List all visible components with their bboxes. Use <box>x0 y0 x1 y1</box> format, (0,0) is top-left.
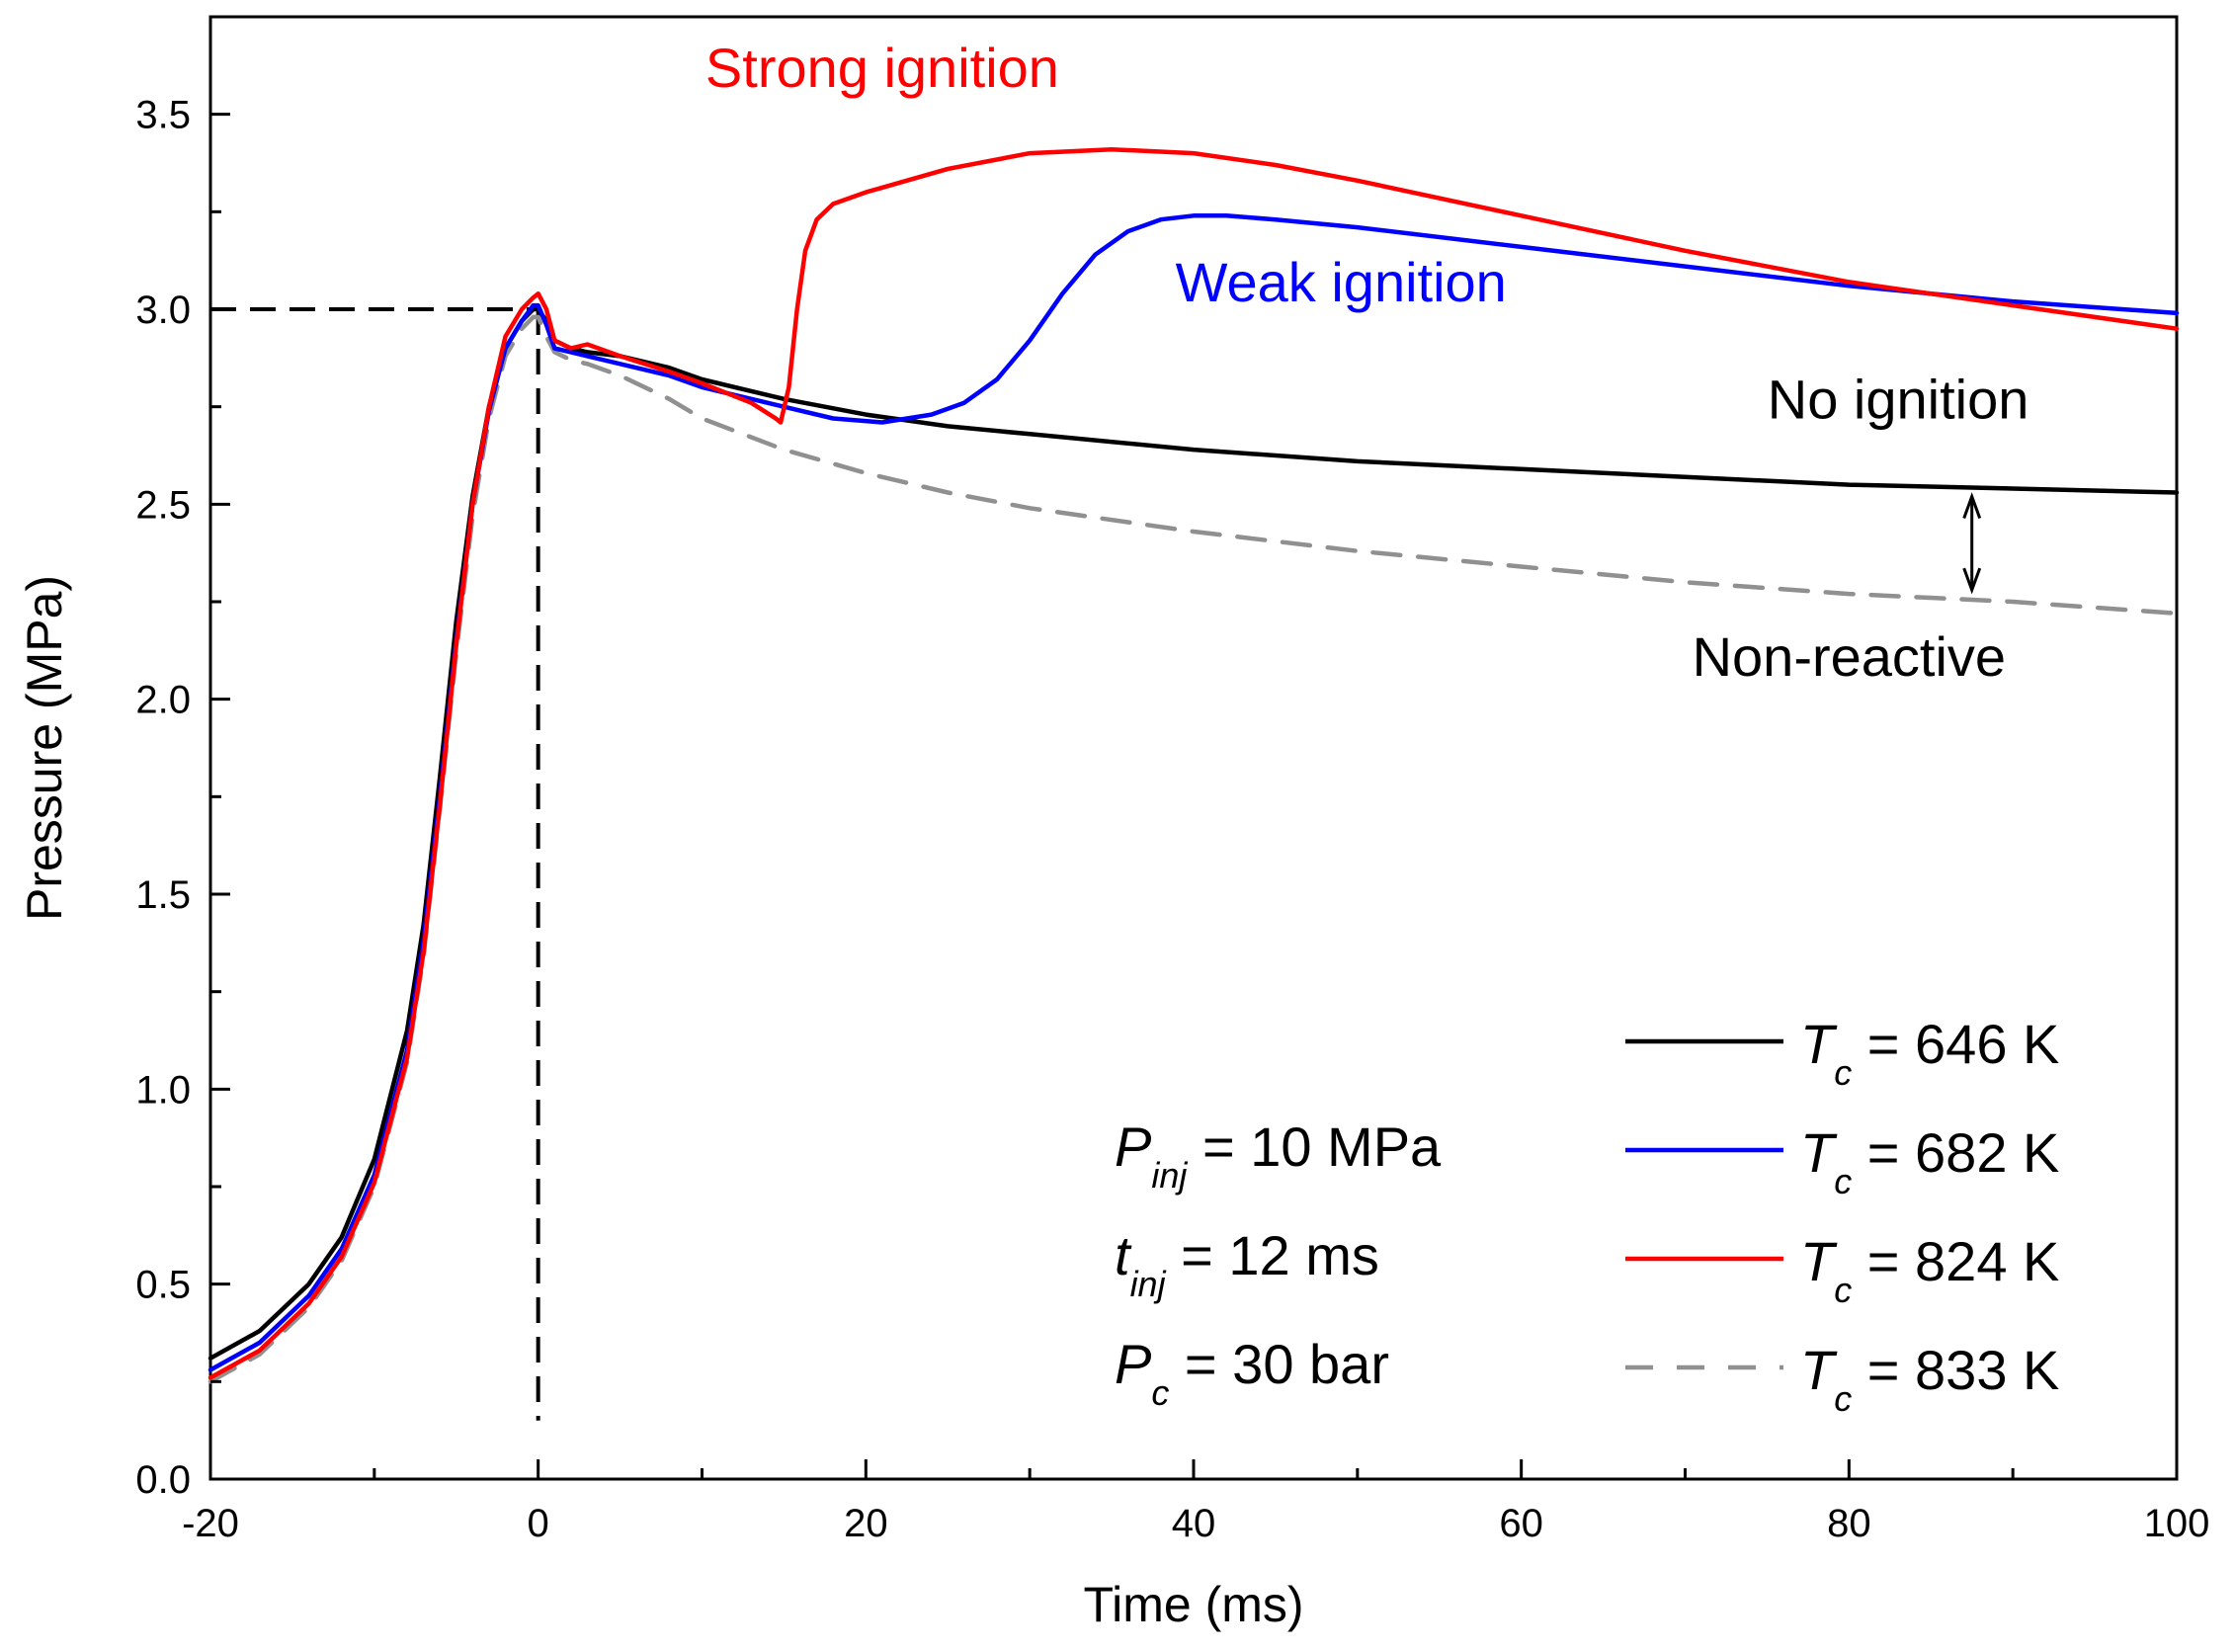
legend-symbol: T <box>1800 1230 1838 1292</box>
y-axis-title: Pressure (MPa) <box>17 575 72 921</box>
condition-subscript: c <box>1151 1372 1169 1413</box>
y-tick-label: 2.0 <box>135 679 191 722</box>
legend-subscript: c <box>1834 1378 1852 1419</box>
condition-line: tinj = 12 ms <box>1115 1224 1379 1304</box>
x-tick-label: 80 <box>1827 1502 1871 1545</box>
legend-subscript: c <box>1834 1270 1852 1310</box>
x-axis-title: Time (ms) <box>1083 1577 1303 1632</box>
y-tick-label: 0.0 <box>135 1458 191 1502</box>
series-line-646-K <box>207 306 2180 1361</box>
y-tick-label: 2.5 <box>135 483 191 527</box>
arrow-head-bottom <box>1962 567 1982 595</box>
axis-tick-labels: -20 0 20 40 60 80 100 0.0 0.5 1.0 1.5 2.0 2.5 3.0 3.5 <box>135 94 2209 1545</box>
condition-line: Pinj = 10 MPa <box>1115 1115 1442 1196</box>
reference-lines <box>210 307 540 1421</box>
legend: Tc = 646 KTc = 682 KTc = 824 KTc = 833 K <box>1625 1013 2059 1419</box>
condition-line: Pc = 30 bar <box>1115 1333 1389 1413</box>
condition-symbol: P <box>1115 1333 1151 1395</box>
legend-subscript: c <box>1834 1052 1852 1093</box>
axis-ticks <box>208 113 2179 1481</box>
difference-arrow <box>1962 492 1982 595</box>
y-tick-label: 0.5 <box>135 1264 191 1307</box>
y-tick-label: 1.5 <box>135 873 191 917</box>
series-group <box>207 146 2180 1384</box>
legend-entry: Tc = 682 K <box>1800 1121 2059 1201</box>
x-tick-label: 40 <box>1172 1502 1216 1545</box>
legend-value: = 646 K <box>1852 1013 2059 1075</box>
legend-symbol: T <box>1800 1339 1838 1401</box>
legend-value: = 833 K <box>1852 1339 2059 1401</box>
annotation-strong-ignition: Strong ignition <box>705 37 1059 99</box>
x-tick-label: -20 <box>182 1502 239 1545</box>
curve-annotations: Strong ignition Weak ignition No ignition N… <box>705 37 2028 688</box>
legend-entry: Tc = 646 K <box>1800 1013 2059 1093</box>
legend-value: = 682 K <box>1852 1121 2059 1184</box>
condition-symbol: P <box>1115 1115 1151 1178</box>
legend-symbol: T <box>1800 1121 1838 1184</box>
arrow-head-top <box>1962 492 1982 520</box>
legend-value: = 824 K <box>1852 1230 2059 1292</box>
legend-subscript: c <box>1834 1161 1852 1201</box>
condition-symbol: t <box>1115 1224 1132 1286</box>
y-tick-label: 3.5 <box>135 94 191 137</box>
legend-symbol: T <box>1800 1013 1838 1075</box>
annotation-non-reactive: Non-reactive <box>1693 625 2006 688</box>
condition-value: = 12 ms <box>1166 1224 1379 1286</box>
legend-entry: Tc = 824 K <box>1800 1230 2059 1310</box>
x-tick-label: 100 <box>2144 1502 2210 1545</box>
series-line-824-K <box>207 146 2180 1380</box>
condition-value: = 10 MPa <box>1187 1115 1442 1178</box>
annotation-no-ignition: No ignition <box>1768 369 2029 431</box>
x-tick-label: 60 <box>1499 1502 1543 1545</box>
annotation-weak-ignition: Weak ignition <box>1176 251 1507 313</box>
condition-subscript: inj <box>1151 1155 1188 1196</box>
condition-value: = 30 bar <box>1169 1333 1389 1395</box>
x-tick-label: 0 <box>528 1502 549 1545</box>
condition-subscript: inj <box>1130 1264 1167 1304</box>
series-line-833-K <box>207 314 2180 1384</box>
y-tick-label: 1.0 <box>135 1068 191 1112</box>
legend-entry: Tc = 833 K <box>1800 1339 2059 1419</box>
x-tick-label: 20 <box>844 1502 888 1545</box>
y-tick-label: 3.0 <box>135 289 191 332</box>
